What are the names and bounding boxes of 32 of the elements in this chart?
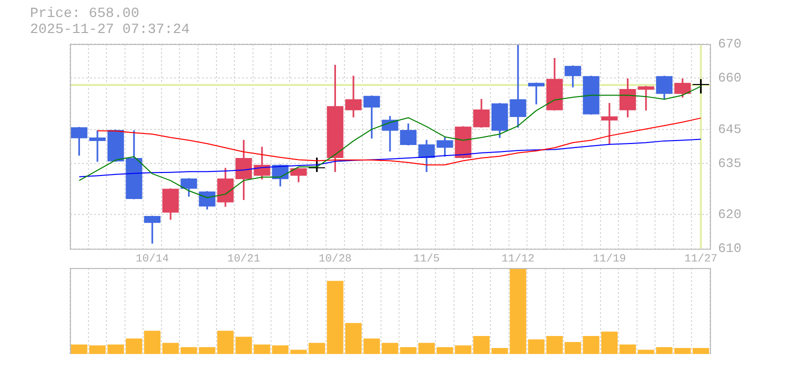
y-tick-label: 670 <box>718 36 742 52</box>
x-tick-label: 11/27 <box>684 253 718 266</box>
bar <box>126 338 142 354</box>
x-tick-label: 10/14 <box>136 253 170 266</box>
bar <box>107 344 124 354</box>
bar <box>619 344 636 354</box>
candlestick <box>601 103 618 145</box>
bar <box>254 344 270 354</box>
bar <box>510 268 526 354</box>
y-tick-label: 660 <box>718 70 742 86</box>
x-tick-label: 10/21 <box>227 253 261 266</box>
y-tick-label: 610 <box>718 241 742 256</box>
bar <box>144 330 161 354</box>
x-tick-label: 11/12 <box>501 253 535 266</box>
bar <box>382 342 398 354</box>
y-tick-label: 635 <box>718 156 742 171</box>
bar <box>656 347 673 354</box>
x-tick-label: 11/5 <box>413 253 440 266</box>
y-tick-label: 645 <box>718 122 742 137</box>
bar <box>272 345 289 354</box>
bar <box>235 336 252 354</box>
bar <box>638 350 654 354</box>
bar <box>528 339 545 354</box>
candlestick <box>510 44 526 128</box>
bar <box>400 347 417 354</box>
x-tick-label: 11/19 <box>592 253 626 266</box>
x-tick-label: 10/28 <box>318 253 352 266</box>
bar <box>363 338 380 354</box>
chart-subtitle: 2025-11-27 07:37:24 <box>30 22 190 38</box>
bar <box>491 348 508 354</box>
y-tick-label: 620 <box>718 207 742 222</box>
chart-title: Price: 658.00 <box>30 6 140 22</box>
